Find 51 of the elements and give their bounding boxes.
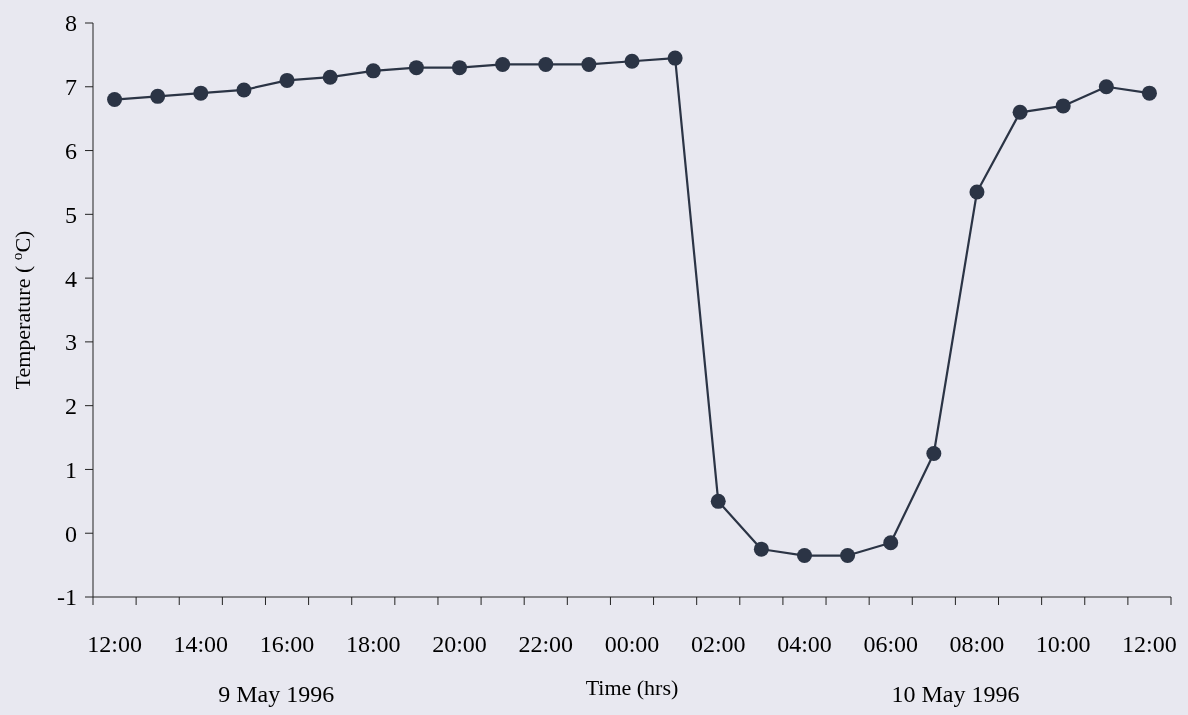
x-tick-label: 10:00 xyxy=(1035,631,1091,657)
point xyxy=(969,184,985,200)
point xyxy=(538,56,554,72)
x-tick-label: 12:00 xyxy=(1122,631,1177,657)
point xyxy=(150,88,166,104)
y-tick-label: 3 xyxy=(65,329,77,356)
x-tick-label: 06:00 xyxy=(863,631,919,657)
y-tick-label: 1 xyxy=(65,456,77,483)
point xyxy=(495,56,511,72)
point xyxy=(236,82,252,98)
x-tick-label: 04:00 xyxy=(777,631,832,657)
x-tick-label: 02:00 xyxy=(690,631,746,657)
point xyxy=(710,493,726,509)
y-tick-label: 6 xyxy=(65,137,77,164)
point xyxy=(193,85,209,101)
point xyxy=(624,53,640,69)
y-tick-label: -1 xyxy=(57,584,77,611)
point xyxy=(365,63,381,79)
x-tick-label: 18:00 xyxy=(345,631,401,657)
point xyxy=(408,60,424,76)
y-tick-label: 5 xyxy=(65,201,77,228)
x-axis-title: Time (hrs) xyxy=(585,675,679,700)
point xyxy=(1055,98,1071,114)
text: 10 May 1996 xyxy=(891,681,1020,707)
point xyxy=(1098,79,1114,95)
point xyxy=(279,72,295,88)
x-tick-label: 22:00 xyxy=(518,631,574,657)
point xyxy=(107,92,123,108)
point xyxy=(581,56,597,72)
point xyxy=(753,541,769,557)
point xyxy=(883,535,899,551)
point xyxy=(840,548,856,564)
x-tick-label: 16:00 xyxy=(259,631,315,657)
x-tick-label: 12:00 xyxy=(87,631,142,657)
y-tick-label: 4 xyxy=(65,265,77,292)
x-tick-label: 00:00 xyxy=(604,631,660,657)
y-tick-label: 8 xyxy=(65,10,77,37)
point xyxy=(1012,104,1028,120)
x-tick-label: 20:00 xyxy=(432,631,487,657)
text: 9 May 1996 xyxy=(218,681,335,707)
x-tick-label: 14:00 xyxy=(173,631,229,657)
point xyxy=(1141,85,1157,101)
point xyxy=(926,446,942,461)
y-tick-label: 7 xyxy=(65,74,77,101)
point xyxy=(322,69,338,85)
x-tick-label: 08:00 xyxy=(949,631,1005,657)
y-tick-label: 0 xyxy=(65,520,77,547)
point xyxy=(796,548,812,564)
y-tick-label: 2 xyxy=(65,393,77,420)
point xyxy=(667,50,683,66)
point xyxy=(452,60,468,76)
